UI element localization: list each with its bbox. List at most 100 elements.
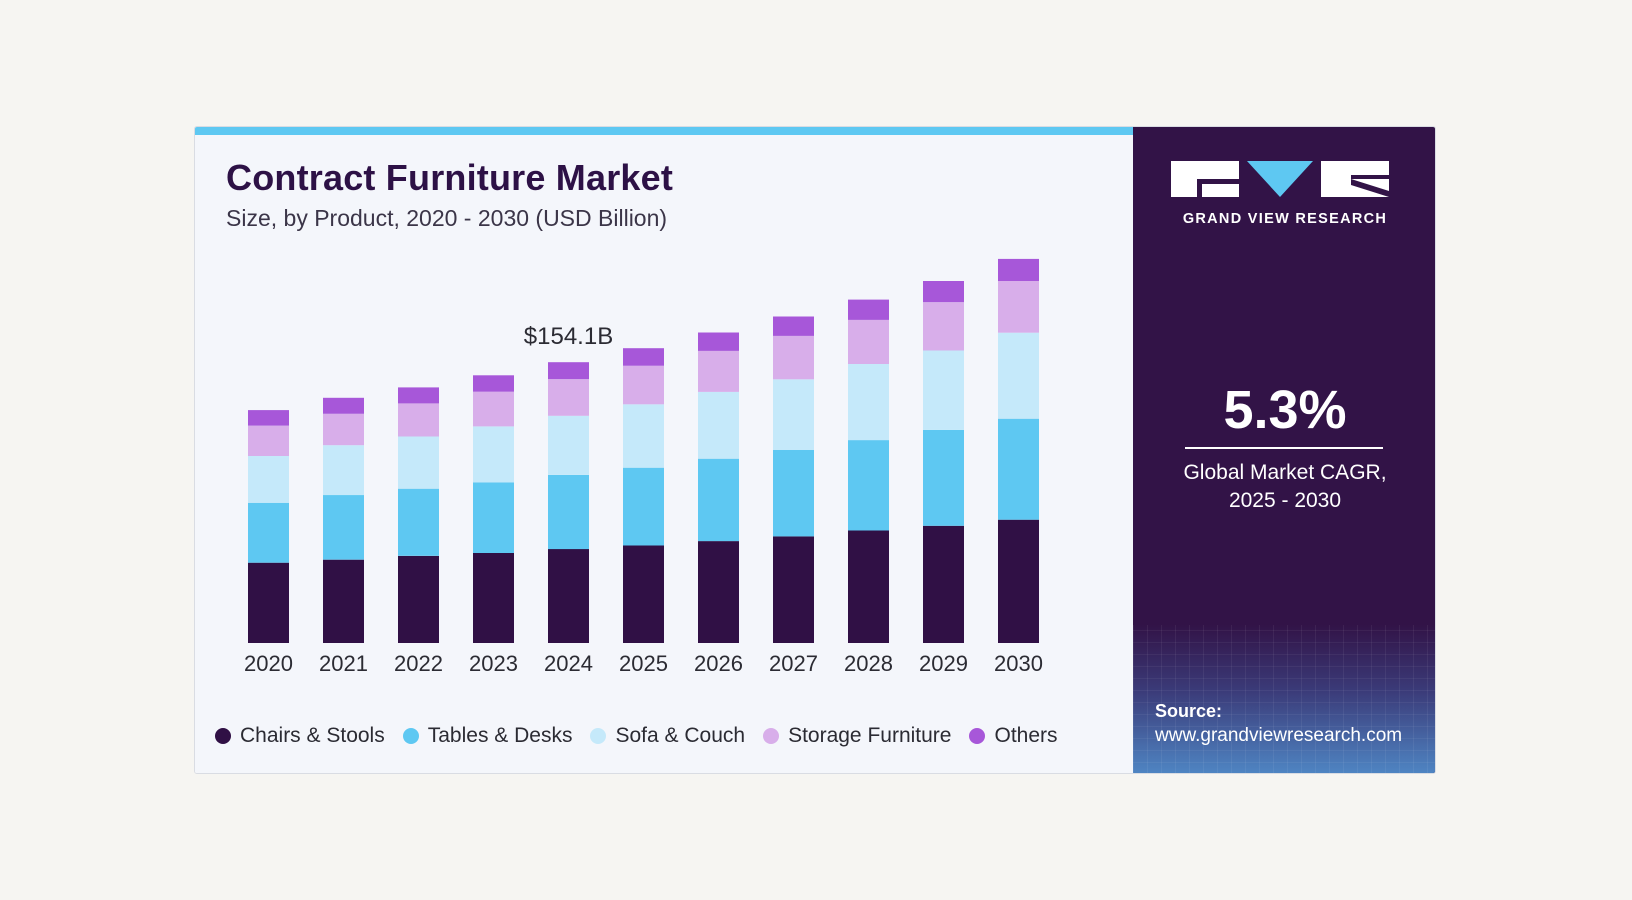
bar-segment-tables-desks-2023 — [473, 482, 514, 553]
x-tick-label-2023: 2023 — [469, 651, 518, 676]
side-panel-background-pattern — [1133, 625, 1435, 773]
bar-segment-tables-desks-2024 — [548, 474, 589, 550]
grand-view-research-logo — [1171, 161, 1389, 197]
bar-segment-chairs-stools-2028 — [848, 530, 889, 643]
cagr-label-line2: 2025 - 2030 — [1228, 489, 1342, 512]
x-tick-label-2028: 2028 — [844, 651, 893, 676]
bar-segment-chairs-stools-2020 — [248, 562, 289, 643]
cagr-value: 5.3% — [1223, 380, 1347, 440]
x-tick-label-2029: 2029 — [919, 651, 968, 676]
legend-item-chairs-stools: Chairs & Stools — [215, 724, 385, 748]
legend-item-sofa-couch: Sofa & Couch — [590, 724, 745, 748]
bar-segment-sofa-couch-2030 — [998, 332, 1039, 419]
chart-subtitle: Size, by Product, 2020 - 2030 (USD Billi… — [226, 205, 668, 231]
bar-segment-tables-desks-2021 — [323, 495, 364, 560]
bar-segment-sofa-couch-2025 — [623, 404, 664, 468]
x-tick-label-2021: 2021 — [319, 651, 368, 676]
bar-segment-sofa-couch-2022 — [398, 436, 439, 489]
bar-segment-chairs-stools-2021 — [323, 559, 364, 643]
source-url[interactable]: www.grandviewresearch.com — [1155, 725, 1403, 746]
brand-panel: GRAND VIEW RESEARCH 5.3% Global Market C… — [1133, 127, 1435, 773]
logo-text: GRAND VIEW RESEARCH — [1182, 211, 1388, 227]
bar-segment-storage-furniture-2024 — [548, 379, 589, 416]
x-tick-label-2024: 2024 — [544, 651, 593, 676]
bar-segment-tables-desks-2030 — [998, 418, 1039, 520]
bar-segment-sofa-couch-2026 — [698, 391, 739, 459]
bar-segment-chairs-stools-2027 — [773, 536, 814, 643]
legend-label-storage-furniture: Storage Furniture — [788, 724, 952, 747]
source-label: Source: — [1155, 701, 1223, 721]
accent-bar — [195, 127, 1133, 135]
bar-segment-sofa-couch-2024 — [548, 415, 589, 475]
bar-segment-sofa-couch-2020 — [248, 456, 289, 503]
cagr-label-line1: Global Market CAGR, — [1183, 461, 1387, 484]
legend-label-others: Others — [994, 724, 1058, 747]
bar-segment-chairs-stools-2026 — [698, 541, 739, 643]
legend-swatch-others — [969, 728, 986, 744]
bar-segment-storage-furniture-2025 — [623, 365, 664, 405]
bar-segment-sofa-couch-2029 — [923, 350, 964, 430]
bar-segment-tables-desks-2025 — [623, 467, 664, 546]
bar-segment-tables-desks-2029 — [923, 429, 964, 526]
bar-segment-chairs-stools-2029 — [923, 525, 964, 643]
x-tick-label-2020: 2020 — [244, 651, 293, 676]
bar-segment-tables-desks-2026 — [698, 458, 739, 542]
bar-segment-storage-furniture-2020 — [248, 425, 289, 456]
bar-segment-others-2021 — [323, 397, 364, 414]
bar-segment-tables-desks-2027 — [773, 450, 814, 537]
bar-segment-others-2020 — [248, 410, 289, 426]
bar-segment-others-2026 — [698, 332, 739, 351]
legend-item-tables-desks: Tables & Desks — [402, 724, 573, 748]
bar-segment-sofa-couch-2021 — [323, 445, 364, 496]
x-tick-label-2026: 2026 — [694, 651, 743, 676]
stacked-bar-chart: 2020 2021 2022 2023 2024 $154.1B 2025 2026 2027 2… — [244, 258, 1043, 676]
bar-segment-others-2030 — [998, 258, 1039, 281]
x-tick-label-2025: 2025 — [619, 651, 668, 676]
legend-item-others: Others — [969, 724, 1058, 748]
legend-label-sofa-couch: Sofa & Couch — [615, 724, 746, 747]
bar-segment-tables-desks-2022 — [398, 488, 439, 556]
bar-segment-sofa-couch-2028 — [848, 364, 889, 441]
bar-segment-storage-furniture-2029 — [923, 302, 964, 351]
legend-item-storage-furniture: Storage Furniture — [763, 724, 951, 748]
bar-segment-chairs-stools-2022 — [398, 555, 439, 643]
bar-segment-others-2024 — [548, 362, 589, 380]
bar-segment-chairs-stools-2030 — [998, 519, 1039, 643]
bar-segment-storage-furniture-2023 — [473, 391, 514, 427]
legend-swatch-sofa-couch — [590, 728, 607, 744]
legend-swatch-tables-desks — [402, 728, 419, 744]
bar-segment-others-2029 — [923, 281, 964, 303]
bar-segment-chairs-stools-2025 — [623, 545, 664, 643]
bar-segment-tables-desks-2028 — [848, 440, 889, 531]
bar-segment-tables-desks-2020 — [248, 502, 289, 563]
x-tick-label-2027: 2027 — [769, 651, 818, 676]
bar-segment-storage-furniture-2026 — [698, 350, 739, 392]
bar-segment-others-2023 — [473, 375, 514, 392]
legend-swatch-chairs-stools — [215, 728, 231, 744]
bar-segment-others-2025 — [623, 348, 664, 366]
legend-label-tables-desks: Tables & Desks — [427, 724, 573, 747]
cagr-label: Global Market CAGR, 2025 - 2030 — [1133, 459, 1435, 515]
cagr-divider — [1185, 447, 1383, 449]
data-label-2024: $154.1B — [524, 323, 613, 350]
bar-segment-storage-furniture-2022 — [398, 403, 439, 437]
bar-segment-sofa-couch-2023 — [473, 426, 514, 483]
bar-segment-storage-furniture-2030 — [998, 281, 1039, 333]
chart-panel: Contract Furniture Market Size, by Produ… — [195, 127, 1133, 773]
chart-legend: Chairs & Stools Tables & Desks Sofa & Couc… — [215, 721, 1058, 751]
bar-segment-chairs-stools-2023 — [473, 553, 514, 643]
bar-segment-chairs-stools-2024 — [548, 549, 589, 643]
bar-segment-storage-furniture-2027 — [773, 335, 814, 380]
x-tick-label-2022: 2022 — [394, 651, 443, 676]
chart-title: Contract Furniture Market — [226, 157, 674, 198]
legend-label-chairs-stools: Chairs & Stools — [240, 724, 385, 747]
bar-segment-others-2028 — [848, 299, 889, 320]
x-tick-label-2030: 2030 — [994, 651, 1043, 676]
bar-segment-others-2022 — [398, 387, 439, 404]
bar-segment-storage-furniture-2028 — [848, 319, 889, 364]
legend-swatch-storage-furniture — [763, 728, 780, 744]
bar-segment-storage-furniture-2021 — [323, 413, 364, 446]
chart-card: Contract Furniture Market Size, by Produ… — [194, 126, 1436, 774]
bar-segment-sofa-couch-2027 — [773, 379, 814, 450]
bar-segment-others-2027 — [773, 316, 814, 336]
